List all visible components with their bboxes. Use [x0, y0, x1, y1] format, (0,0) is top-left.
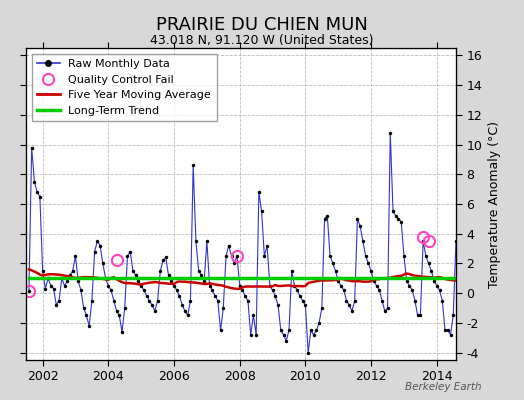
Legend: Raw Monthly Data, Quality Control Fail, Five Year Moving Average, Long-Term Tren: Raw Monthly Data, Quality Control Fail, … — [32, 54, 217, 121]
Text: Berkeley Earth: Berkeley Earth — [406, 382, 482, 392]
Y-axis label: Temperature Anomaly (°C): Temperature Anomaly (°C) — [488, 120, 501, 288]
Text: 43.018 N, 91.120 W (United States): 43.018 N, 91.120 W (United States) — [150, 34, 374, 47]
Text: PRAIRIE DU CHIEN MUN: PRAIRIE DU CHIEN MUN — [156, 16, 368, 34]
